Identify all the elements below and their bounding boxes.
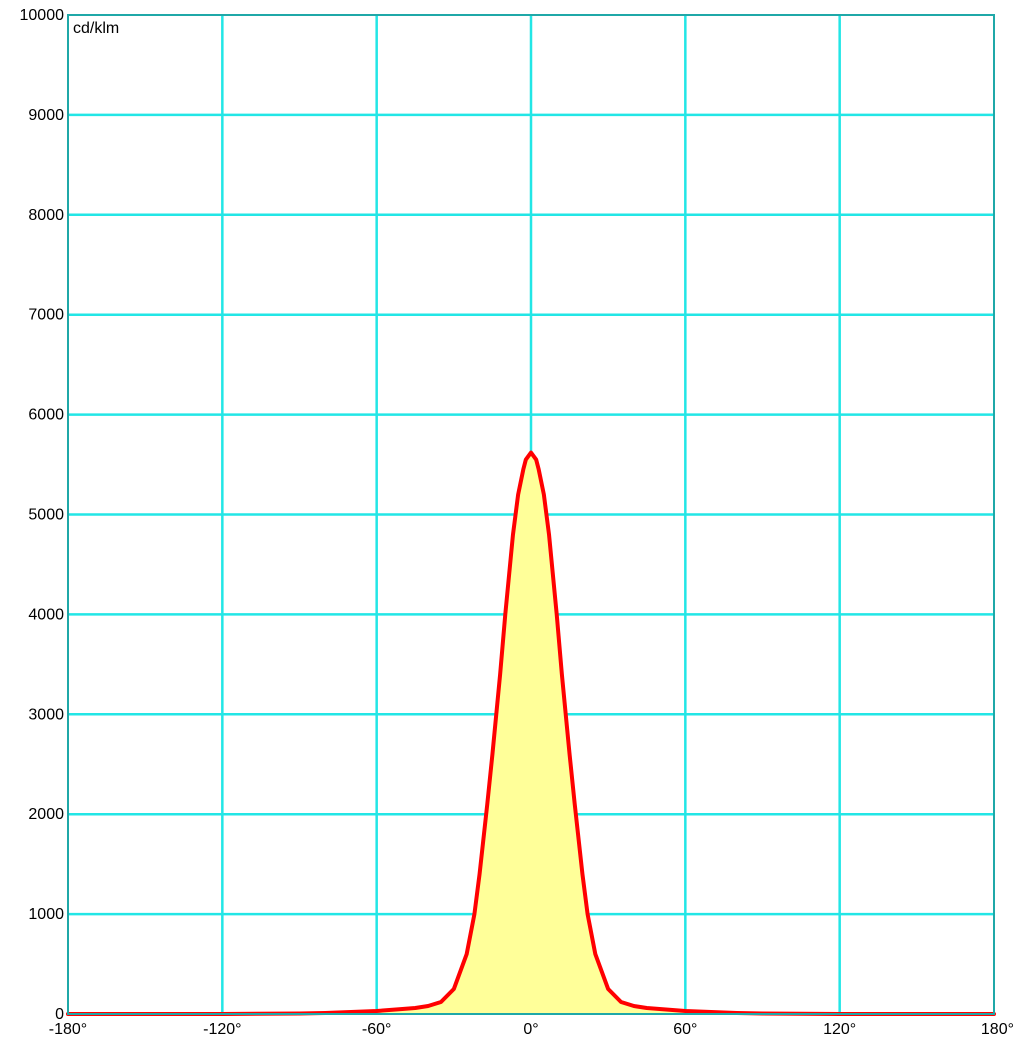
- y-tick-label: 1000: [28, 906, 64, 923]
- x-axis-tick-labels: -180° -120° -60° 0° 60° 120° 180°: [49, 1021, 1014, 1038]
- y-tick-label: 6000: [28, 407, 64, 424]
- plot-frame: [67, 14, 995, 1015]
- series-area-fill: [68, 452, 994, 1014]
- series-line: [66, 450, 996, 1016]
- x-tick-label: 0°: [523, 1021, 538, 1038]
- y-tick-label: 0: [55, 1006, 64, 1023]
- x-tick-label: -120°: [203, 1021, 241, 1038]
- x-tick-label: 180°: [981, 1021, 1014, 1038]
- y-tick-label: 9000: [28, 107, 64, 124]
- y-tick-label: 8000: [28, 207, 64, 224]
- area-layer: [68, 452, 994, 1014]
- y-tick-label: 2000: [28, 806, 64, 823]
- y-tick-label: 4000: [28, 606, 64, 623]
- line-layer: [66, 450, 996, 1016]
- y-tick-label: 5000: [28, 507, 64, 524]
- y-axis-tick-labels: 0 1000 2000 3000 4000 5000 6000 7000 8000 9000 100…: [20, 7, 65, 1023]
- y-axis-unit-label: cd/klm: [73, 20, 119, 37]
- y-tick-label: 7000: [28, 307, 64, 324]
- x-tick-label: -180°: [49, 1021, 87, 1038]
- y-tick-label: 3000: [28, 706, 64, 723]
- x-tick-label: 120°: [823, 1021, 856, 1038]
- y-tick-label: 10000: [20, 7, 65, 24]
- x-tick-label: 60°: [673, 1021, 697, 1038]
- x-tick-label: -60°: [362, 1021, 392, 1038]
- frame-layer: [67, 14, 995, 1015]
